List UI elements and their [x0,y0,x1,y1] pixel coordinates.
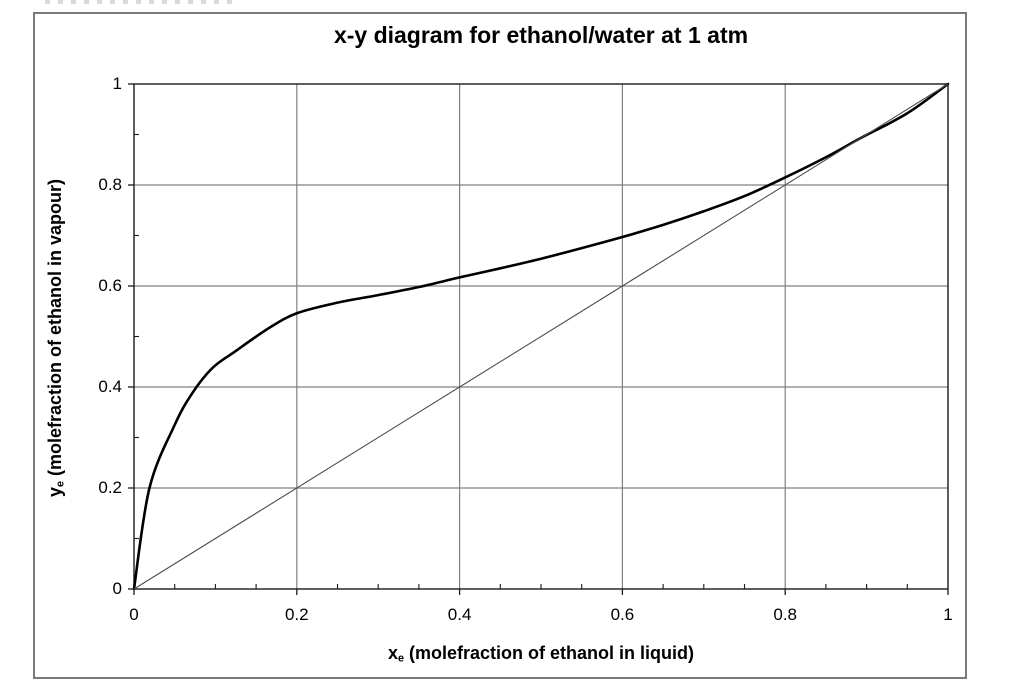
equilibrium-curve [132,82,950,591]
x-axis-subscript: e [398,652,405,665]
y-tick-label: 0.8 [98,175,122,194]
x-tick-label: 0 [129,605,139,624]
x-axis-title: xe (molefraction of ethanol in liquid) [134,643,948,665]
y-axis-subscript: e [54,481,67,488]
y-tick-label: 0.2 [98,478,122,497]
y-axis-title-text: (molefraction of ethanol in vapour) [45,178,65,481]
y-tick-label: 0.4 [98,377,122,396]
diagonal-reference-line [133,83,949,590]
y-tick-label: 1 [112,74,122,93]
y-axis-title: ye (molefraction of ethanol in vapour) [45,88,71,588]
chart-frame: x-y diagram for ethanol/water at 1 atm 0… [33,12,967,679]
cropped-text-artifact [45,0,237,4]
x-tick-label: 0.6 [610,605,635,624]
x-tick-label: 0.8 [773,605,797,624]
x-tick-label: 0.2 [284,605,309,624]
chart-title: x-y diagram for ethanol/water at 1 atm [333,22,749,48]
x-tick-label: 1 [943,605,953,624]
x-tick-label: 0.4 [447,605,472,624]
x-axis-symbol: x [387,643,398,663]
plot-area [128,82,950,595]
y-axis-symbol: y [45,487,65,498]
x-axis-title-text: (molefraction of ethanol in liquid) [404,643,695,663]
y-tick-label: 0 [112,579,122,598]
y-tick-label: 0.6 [98,276,122,295]
